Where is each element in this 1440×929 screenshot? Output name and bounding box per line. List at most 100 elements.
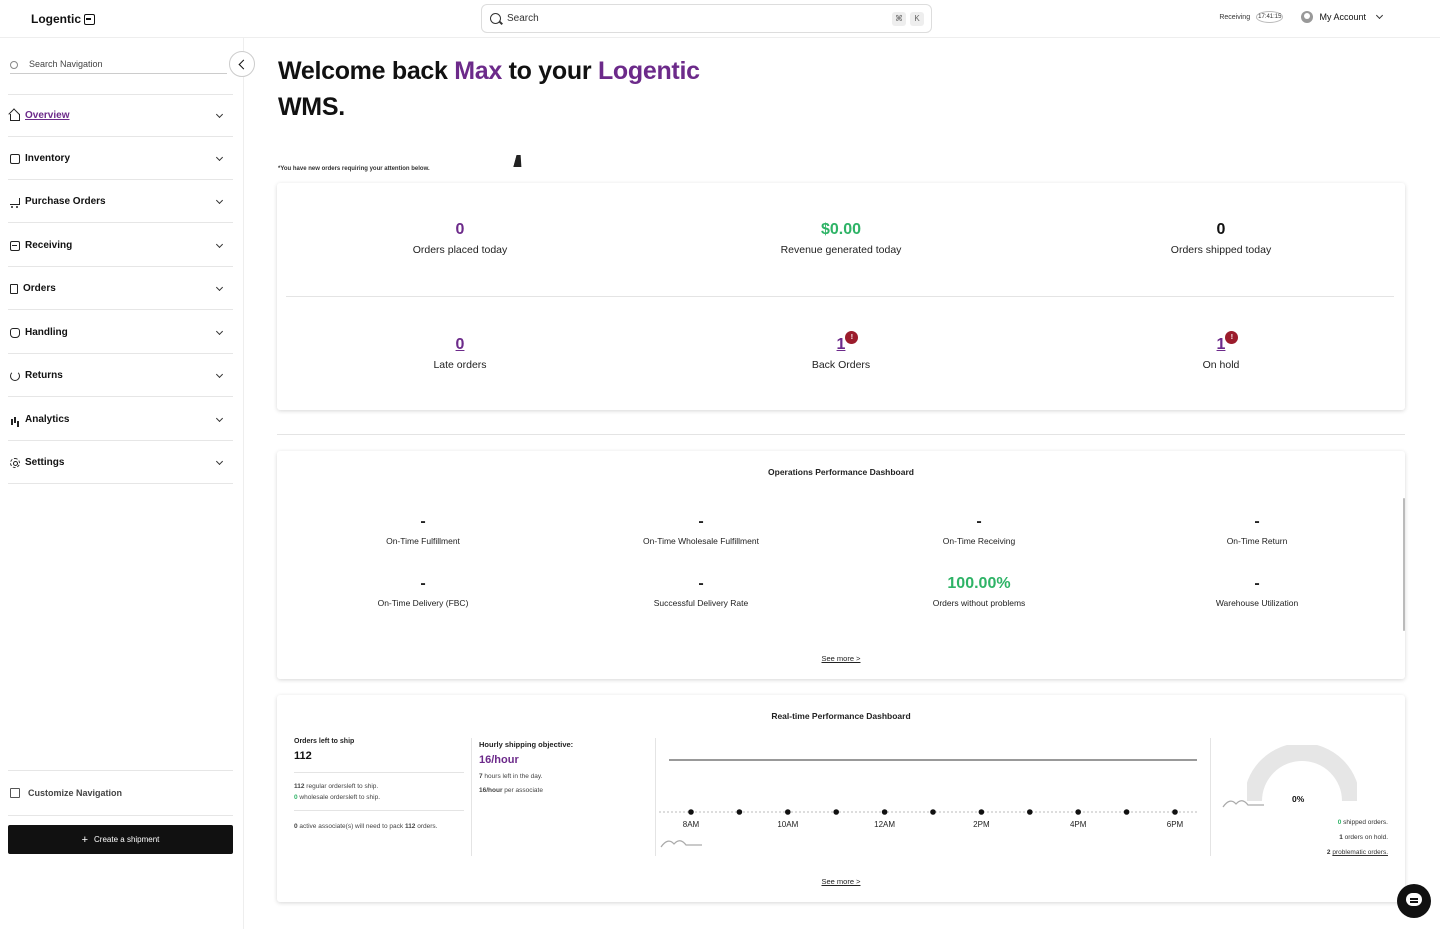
sidebar-item-label: Analytics — [25, 414, 70, 425]
late-orders-link[interactable]: 0 — [455, 336, 465, 353]
chevron-down-icon[interactable] — [215, 153, 224, 162]
sidebar-item-overview[interactable]: Overview — [8, 95, 233, 137]
realtime-see-more-link[interactable]: See more > — [821, 877, 861, 886]
scrollbar[interactable] — [1403, 498, 1405, 631]
column-divider — [1210, 738, 1211, 856]
nav-divider — [8, 94, 233, 95]
ops-see-more-link[interactable]: See more > — [821, 654, 861, 663]
x-tick-label: 4PM — [1070, 820, 1087, 829]
create-shipment-button[interactable]: + Create a shipment — [8, 825, 233, 854]
shipping-progress-gauge — [1247, 745, 1357, 802]
shipped-text: shipped orders. — [1341, 819, 1388, 826]
gear-icon — [10, 457, 20, 468]
wholesale-text: wholesale ordersleft to ship. — [297, 794, 381, 801]
kpi-orders-shipped: 0 Orders shipped today — [1071, 221, 1371, 256]
assoc-text-2: orders. — [415, 823, 438, 830]
chevron-down-icon[interactable] — [215, 110, 224, 119]
chevron-down-icon[interactable] — [215, 240, 224, 249]
kpi-back-orders: 1! Back Orders — [691, 331, 991, 371]
data-point[interactable] — [1027, 809, 1033, 815]
problematic-orders-link[interactable]: problematic orders. — [1332, 849, 1388, 856]
hold-text: orders on hold. — [1342, 834, 1388, 841]
chevron-down-icon[interactable] — [215, 414, 224, 423]
global-search[interactable]: Search ⌘ K — [481, 4, 932, 33]
customize-checkbox[interactable] — [10, 788, 20, 798]
chevron-down-icon[interactable] — [215, 196, 224, 205]
sidebar-item-label: Returns — [25, 370, 63, 381]
sidebar-item-orders[interactable]: Orders — [8, 268, 233, 310]
objective-value: 16/hour — [479, 754, 519, 766]
welcome-text: Welcome back — [278, 57, 455, 85]
data-point[interactable] — [881, 809, 888, 815]
metric-label: On-Time Return — [1226, 536, 1288, 546]
problem-count: 2 — [1326, 849, 1331, 856]
data-point[interactable] — [736, 809, 743, 815]
kpi-divider — [286, 296, 1394, 297]
search-icon — [490, 13, 501, 24]
data-point[interactable] — [785, 809, 791, 815]
clock-icon: 17:41:15 — [1256, 11, 1284, 23]
kpi-label: On hold — [1202, 359, 1240, 371]
divider — [294, 810, 464, 811]
sidebar-item-analytics[interactable]: Analytics — [8, 399, 233, 441]
sidebar-item-inventory[interactable]: Inventory — [8, 138, 233, 180]
data-point[interactable] — [833, 809, 839, 815]
x-tick-label: 2PM — [973, 820, 990, 829]
on-hold-link[interactable]: 1! — [1216, 331, 1239, 354]
kpi-label: Orders placed today — [412, 244, 508, 256]
sidebar-item-receiving[interactable]: Receiving — [8, 225, 233, 267]
sidebar-item-purchase-orders[interactable]: Purchase Orders — [8, 181, 233, 223]
search-input[interactable]: Search — [507, 13, 539, 24]
divider — [294, 772, 464, 773]
data-point[interactable] — [1075, 809, 1081, 815]
nav-search-input[interactable]: Search Navigation — [29, 59, 103, 69]
attention-notice: *You have new orders requiring your atte… — [278, 166, 430, 172]
create-shipment-label: Create a shipment — [94, 835, 160, 844]
data-point[interactable] — [1172, 809, 1178, 815]
receiving-icon — [10, 240, 20, 251]
data-point[interactable] — [930, 809, 936, 815]
chevron-down-icon[interactable] — [215, 457, 224, 466]
sidebar-item-settings[interactable]: Settings — [8, 442, 233, 484]
orders-left-panel: Orders left to ship 112 112 regular orde… — [294, 738, 464, 832]
avatar[interactable] — [1301, 11, 1314, 23]
metric-label: Warehouse Utilization — [1215, 598, 1299, 608]
hand-icon — [10, 327, 20, 338]
metric-label: Successful Delivery Rate — [653, 598, 749, 608]
shipped-orders-line: 0 shipped orders. — [1327, 815, 1388, 830]
sidebar-item-handling[interactable]: Handling — [8, 312, 233, 354]
my-account-button[interactable]: My Account — [1319, 12, 1366, 22]
collapse-sidebar-button[interactable] — [229, 51, 255, 77]
bar-chart-icon — [10, 415, 20, 425]
orders-left-label: Orders left to ship — [294, 738, 355, 745]
hours-count: 7 — [479, 773, 483, 780]
sidebar-item-label: Inventory — [25, 153, 71, 164]
kpi-late-orders: 0 Late orders — [310, 336, 610, 371]
chevron-down-icon[interactable] — [215, 283, 224, 292]
chevron-down-icon[interactable] — [215, 327, 224, 336]
data-point[interactable] — [978, 809, 985, 815]
return-icon — [10, 370, 20, 381]
chevron-down-icon[interactable] — [215, 370, 224, 379]
chat-support-button[interactable] — [1397, 884, 1431, 918]
back-orders-link[interactable]: 1! — [837, 331, 859, 354]
on-hold-value: 1 — [1216, 336, 1226, 353]
welcome-text-3: WMS. — [278, 93, 345, 121]
hold-count: 1 — [1339, 834, 1343, 841]
sidebar-item-label: Purchase Orders — [25, 196, 106, 207]
operations-dashboard: Operations Performance Dashboard - On-Ti… — [277, 451, 1405, 679]
cart-icon — [10, 198, 20, 208]
alert-badge: ! — [845, 331, 859, 344]
customize-label: Customize Navigation — [28, 788, 123, 798]
x-tick-label: 6PM — [1167, 820, 1184, 829]
plus-icon: + — [81, 833, 89, 846]
customize-navigation[interactable]: Customize Navigation — [8, 770, 233, 816]
chevron-down-icon[interactable] — [1375, 11, 1384, 20]
nav-search[interactable]: Search Navigation — [10, 58, 227, 74]
sidebar-item-label: Receiving — [25, 240, 73, 251]
logo[interactable]: Logentic — [31, 12, 95, 26]
receiving-status[interactable]: Receiving — [1219, 13, 1251, 21]
data-point[interactable] — [688, 809, 694, 815]
data-point[interactable] — [1123, 809, 1130, 815]
sidebar-item-returns[interactable]: Returns — [8, 355, 233, 397]
